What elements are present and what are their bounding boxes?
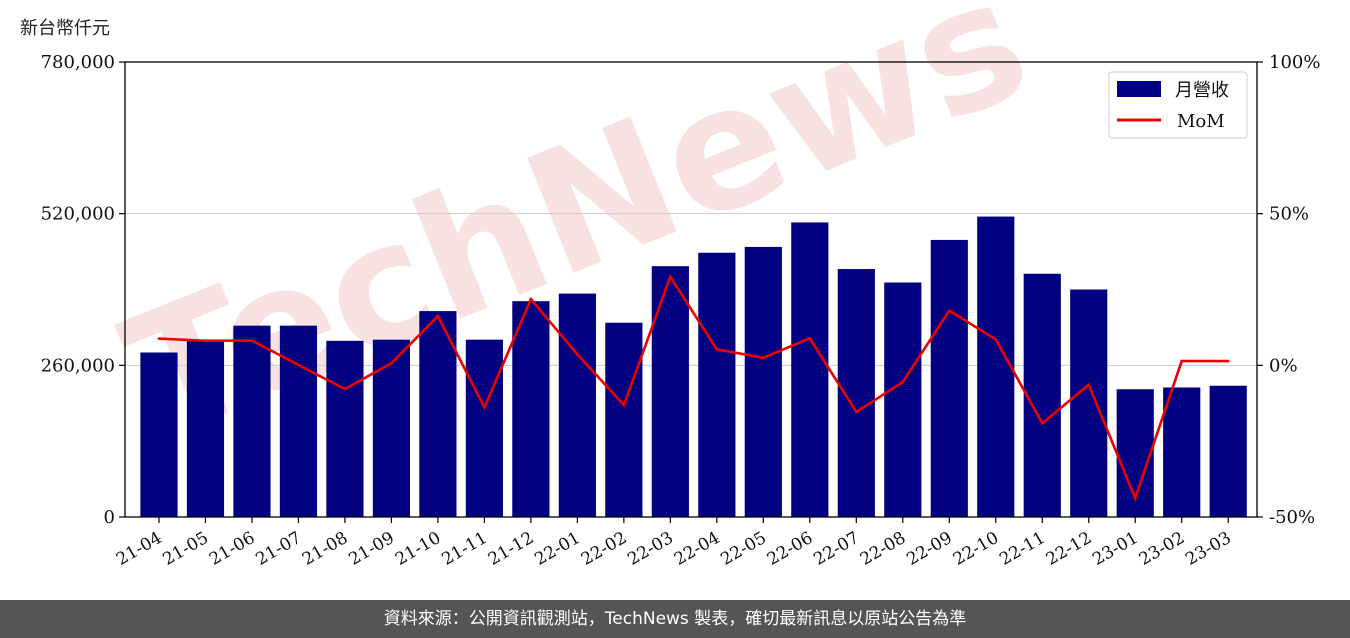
plot-frame — [124, 61, 1258, 518]
mom-line — [158, 273, 1229, 502]
x-tick-label: 21-05 — [160, 528, 212, 570]
left-tick-label: 520,000 — [41, 204, 115, 225]
bar-23-03 — [1209, 385, 1247, 517]
x-tick-label: 21-04 — [113, 528, 165, 570]
bar-21-04 — [140, 352, 178, 517]
x-tick-label: 22-09 — [903, 528, 955, 570]
mom-point-21-10 — [436, 314, 440, 318]
x-axis: 21-0421-0521-0621-0721-0821-0921-1021-11… — [113, 517, 1235, 570]
bar-22-05 — [744, 246, 782, 517]
mom-point-21-08 — [343, 387, 347, 391]
x-tick-label: 22-11 — [996, 528, 1048, 570]
bar-21-12 — [512, 301, 550, 517]
x-tick-label: 22-05 — [717, 528, 769, 570]
mom-point-21-05 — [204, 339, 207, 343]
mom-point-22-03 — [669, 275, 672, 279]
x-tick-label: 22-01 — [531, 528, 583, 570]
x-tick-label: 21-07 — [252, 528, 304, 570]
x-tick-label: 21-06 — [206, 528, 258, 570]
x-tick-label: 22-03 — [624, 528, 676, 570]
bar-21-08 — [326, 340, 364, 517]
bar-22-08 — [884, 282, 922, 517]
bar-22-06 — [791, 222, 829, 517]
bar-22-02 — [605, 322, 643, 517]
bar-21-11 — [465, 339, 503, 517]
legend-swatch-revenue — [1117, 81, 1161, 97]
mom-point-22-12 — [1087, 383, 1091, 387]
bar-21-05 — [186, 340, 225, 517]
left-tick-label: 0 — [104, 507, 115, 528]
right-tick-label: 100% — [1269, 52, 1320, 73]
mom-point-23-03 — [1226, 359, 1230, 363]
mom-point-21-07 — [297, 363, 300, 367]
bar-21-09 — [372, 339, 411, 517]
right-tick-label: 0% — [1269, 355, 1298, 376]
x-tick-label: 21-08 — [299, 528, 351, 570]
right-axis: -50% 0% 50% 100% — [1257, 52, 1320, 528]
mom-series — [157, 273, 1230, 502]
mom-point-23-01 — [1133, 496, 1137, 500]
left-axis: 0 260,000 520,000 780,000 — [41, 52, 125, 528]
bar-21-07 — [279, 325, 318, 517]
x-tick-label: 22-04 — [671, 528, 723, 570]
x-tick-label: 22-06 — [764, 528, 816, 570]
mom-point-21-12 — [529, 297, 533, 301]
x-tick-label: 21-12 — [485, 528, 537, 570]
mom-point-22-04 — [715, 347, 719, 351]
x-tick-label: 22-10 — [950, 528, 1002, 570]
bar-22-09 — [930, 239, 968, 517]
bar-22-03 — [651, 266, 689, 517]
bar-21-10 — [419, 311, 457, 517]
mom-point-21-11 — [483, 406, 486, 409]
mom-point-21-06 — [250, 339, 254, 342]
x-tick-label: 23-02 — [1136, 528, 1188, 570]
legend: 月營收 MoM — [1108, 71, 1248, 139]
mom-point-23-02 — [1180, 359, 1184, 363]
mom-point-22-06 — [808, 337, 812, 340]
x-tick-label: 22-12 — [1043, 528, 1095, 570]
mom-point-22-05 — [762, 356, 765, 360]
x-tick-label: 21-11 — [438, 528, 490, 570]
x-tick-label: 22-07 — [810, 528, 862, 570]
mom-point-22-01 — [576, 353, 579, 356]
mom-point-22-09 — [947, 309, 951, 313]
source-footer: 資料來源：公開資訊觀測站，TechNews 製表，確切最新訊息以原站公告為準 — [0, 600, 1350, 638]
mom-point-21-04 — [157, 337, 161, 340]
legend-label-revenue: 月營收 — [1175, 80, 1229, 101]
unit-label: 新台幣仟元 — [20, 18, 110, 39]
legend-label-mom: MoM — [1177, 111, 1225, 132]
bar-22-10 — [977, 216, 1015, 518]
x-tick-label: 21-10 — [392, 528, 444, 570]
mom-point-22-10 — [994, 338, 998, 341]
mom-point-22-08 — [901, 380, 905, 384]
x-tick-label: 23-03 — [1182, 528, 1234, 570]
bar-series — [140, 216, 1247, 518]
x-tick-label: 23-01 — [1089, 528, 1141, 570]
x-tick-label: 22-08 — [857, 528, 909, 570]
right-tick-label: 50% — [1269, 204, 1309, 225]
mom-point-21-09 — [390, 361, 393, 365]
x-tick-label: 22-02 — [578, 528, 630, 570]
mom-point-22-07 — [855, 410, 858, 414]
left-tick-label: 260,000 — [41, 355, 115, 376]
bar-23-02 — [1163, 387, 1201, 517]
bar-21-06 — [233, 325, 271, 517]
mom-point-22-11 — [1040, 421, 1044, 425]
bar-22-12 — [1070, 289, 1108, 517]
bar-22-11 — [1023, 273, 1061, 517]
right-tick-label: -50% — [1269, 507, 1315, 528]
x-tick-label: 21-09 — [345, 528, 397, 570]
mom-point-22-02 — [622, 403, 626, 407]
left-tick-label: 780,000 — [41, 52, 115, 73]
bar-22-01 — [558, 293, 596, 517]
bar-22-04 — [698, 252, 736, 517]
